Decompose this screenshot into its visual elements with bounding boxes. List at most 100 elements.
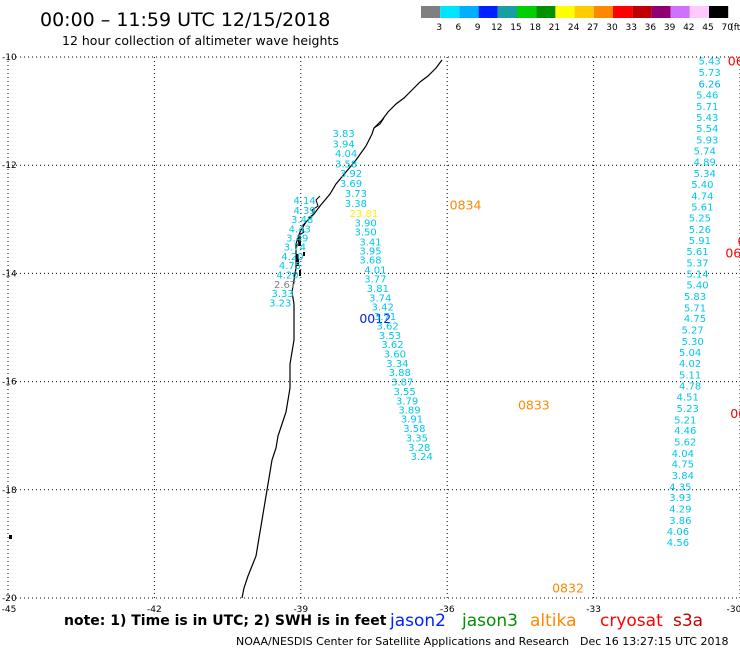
wave-height-value: 5.93: [696, 136, 718, 147]
satellite-legend: jason2 jason3 altika cryosat s3a: [389, 611, 703, 631]
track-jason2: 4.144.393.484.433.493.744.204.754.202.67…: [269, 196, 391, 326]
wave-height-value: 3.74: [369, 294, 391, 305]
wave-height-value: 5.27: [681, 325, 703, 336]
axis-ticks: -10 -12 -14 -16 -18 -20-45 -42 -39 -36 -33 -30: [2, 53, 740, 615]
pass-time-label: 0648: [730, 406, 740, 421]
wave-height-value: 4.35: [669, 482, 691, 493]
colorbar-tick-label: 42: [683, 23, 694, 33]
lon-tick-label: -36: [440, 605, 455, 615]
wave-height-value: 6.26: [699, 79, 721, 90]
wave-height-value: 4.02: [679, 359, 701, 370]
timestamp-text: Dec 16 13:27:15 UTC 2018: [580, 635, 728, 648]
colorbar-tick-label: 15: [510, 23, 521, 33]
wave-height-value: 3.55: [394, 387, 416, 398]
colorbar-swatch: [574, 6, 594, 18]
wave-height-value: 3.84: [672, 471, 694, 482]
wave-height-value: 3.60: [384, 349, 406, 360]
colorbar-swatch: [632, 6, 652, 18]
coastline: [9, 59, 443, 599]
wave-height-value: 5.62: [674, 437, 696, 448]
wave-height-value: 5.71: [696, 102, 718, 113]
wave-height-value: 3.23: [269, 298, 291, 309]
map-frame: [7, 56, 740, 599]
wave-height-value: 5.46: [696, 91, 718, 102]
wave-height-value: 3.58: [335, 159, 357, 170]
wave-height-value: 3.35: [406, 434, 428, 445]
lon-tick-label: -33: [586, 605, 601, 615]
wave-height-value: 3.91: [401, 415, 423, 426]
colorbar-swatch: [593, 6, 613, 18]
island-marker: [9, 535, 12, 539]
colorbar-swatch: [440, 6, 460, 18]
colorbar-swatch: [613, 6, 633, 18]
colorbar-swatch: [478, 6, 498, 18]
lat-lon-grid: [7, 56, 740, 599]
map-title: 00:00 – 11:59 UTC 12/15/2018: [40, 9, 330, 31]
wave-height-value: 5.43: [696, 113, 718, 124]
wave-height-value: 3.83: [333, 129, 355, 140]
legend-s3a: s3a: [673, 611, 703, 631]
wave-height-value: 4.01: [364, 265, 386, 276]
wave-height-value: 4.75: [279, 261, 301, 272]
wave-height-value: 3.81: [367, 284, 389, 295]
lon-tick-label: -45: [2, 605, 17, 615]
wave-height-value: 4.74: [691, 191, 713, 202]
colorbar-tick-label: 70: [721, 23, 733, 33]
map-subtitle: 12 hour collection of altimeter wave hei…: [62, 33, 339, 48]
colorbar-swatch: [497, 6, 517, 18]
wave-height-value: 3.94: [333, 139, 355, 150]
wave-height-value: 3.41: [359, 237, 381, 248]
colorbar-swatch: [670, 6, 690, 18]
altimeter-tracks: 4.144.393.484.433.493.744.204.754.202.67…: [269, 54, 740, 596]
legend-jason3: jason3: [461, 611, 518, 631]
wave-height-value: 3.62: [381, 340, 403, 351]
wave-height-value: 3.95: [359, 246, 381, 257]
pass-time-label: 0647: [738, 233, 740, 248]
legend-cryosat: cryosat: [600, 611, 663, 631]
wave-height-value: 3.42: [372, 303, 394, 314]
legend-altika: altika: [530, 611, 577, 631]
wave-height-value: 3.58: [403, 424, 425, 435]
wave-height-value: 3.38: [345, 199, 367, 210]
credit-text: NOAA/NESDIS Center for Satellite Applica…: [236, 635, 569, 648]
pass-time-label: 0647: [725, 246, 740, 261]
lat-tick-label: -10: [2, 53, 17, 63]
wave-height-value: 5.26: [689, 225, 711, 236]
wave-height-value: 4.06: [667, 527, 689, 538]
colorbar-swatch: [536, 6, 556, 18]
pass-time-label: 0012: [359, 311, 391, 326]
wave-height-value: 3.88: [389, 368, 411, 379]
lat-tick-label: -14: [2, 269, 17, 279]
wave-height-value: 5.73: [699, 68, 721, 79]
wave-height-value: 5.34: [694, 169, 716, 180]
wave-height-value: 4.20: [281, 252, 303, 263]
pass-time-label: 0834: [450, 198, 482, 213]
wave-height-value: 4.56: [667, 538, 689, 549]
colorbar-tick-label: 39: [664, 23, 676, 33]
wave-height-value: 5.30: [681, 337, 703, 348]
wave-height-value: 5.23: [677, 404, 699, 415]
lon-tick-label: -30: [727, 605, 740, 615]
wave-height-value: 4.46: [674, 426, 696, 437]
wave-height-value: 3.48: [291, 215, 313, 226]
wave-height-value: 3.69: [340, 179, 362, 190]
wave-height-value: 3.24: [411, 452, 433, 463]
track-cryosat: 5.435.736.265.465.715.435.545.935.744.89…: [667, 57, 740, 549]
lat-tick-label: -18: [2, 486, 17, 496]
wave-height-value: 4.04: [335, 149, 357, 160]
colorbar-swatch: [517, 6, 537, 18]
wave-height-value: 3.71: [374, 312, 396, 323]
wave-height-value: 3.33: [272, 289, 294, 300]
wave-height-value: 5.74: [694, 146, 716, 157]
wave-height-value: 5.40: [686, 281, 708, 292]
wave-height-value: 3.68: [359, 256, 381, 267]
colorbar-tick-label: 6: [456, 23, 462, 33]
wave-height-value: 4.75: [672, 460, 694, 471]
wave-height-value: 5.21: [674, 415, 696, 426]
wave-height-value: 5.54: [696, 124, 718, 135]
lon-tick-label: -42: [147, 605, 162, 615]
wave-height-value: 5.25: [689, 213, 711, 224]
wave-height-value: 3.34: [386, 359, 408, 370]
wave-height-value: 5.14: [686, 270, 708, 281]
